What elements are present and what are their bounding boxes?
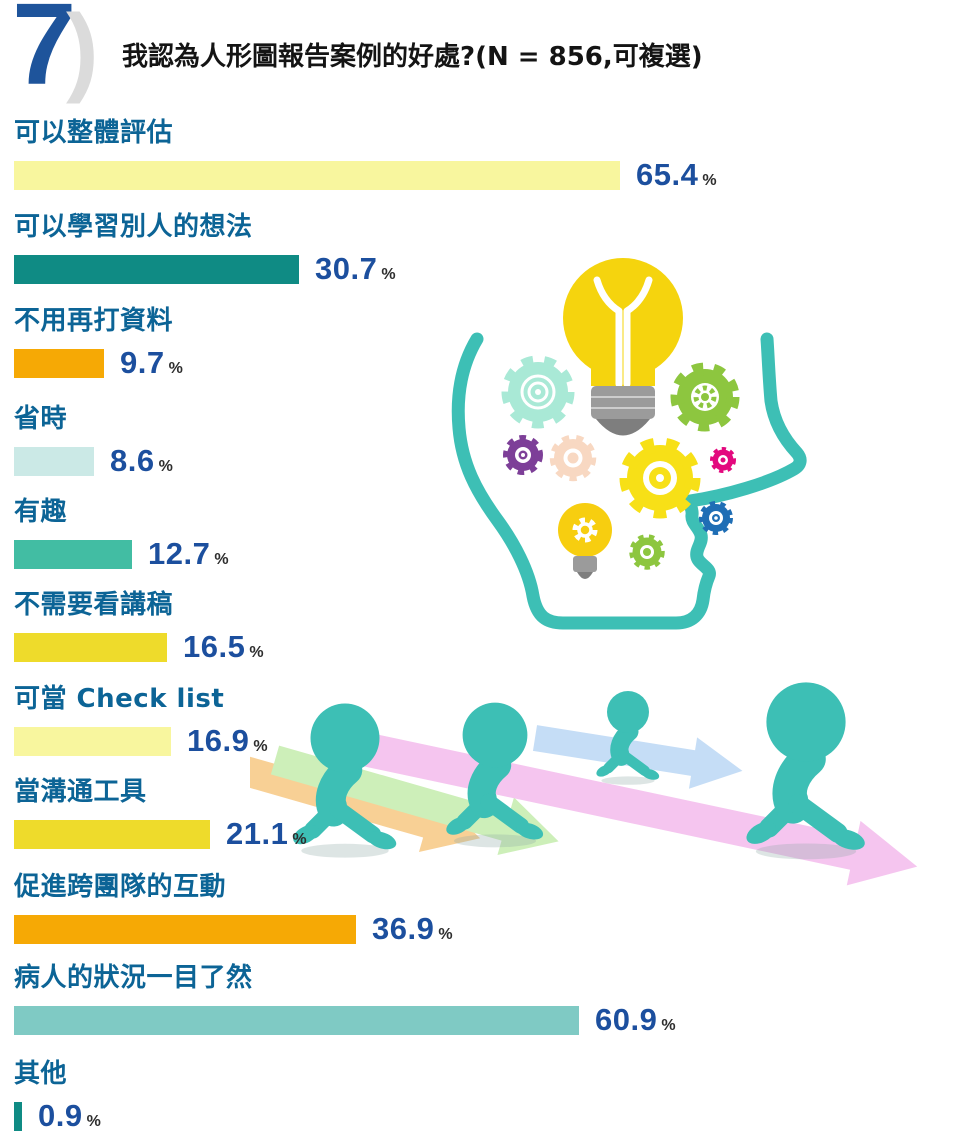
bar-row: 促進跨團隊的互動 36.9% (14, 872, 964, 947)
bar-row: 省時 8.6% (14, 404, 964, 479)
bar (14, 726, 171, 756)
bar-value-group: 21.1% (226, 816, 307, 852)
bar (14, 446, 94, 476)
bar-value: 9.7 (120, 345, 165, 380)
bar-value-group: 30.7% (315, 251, 396, 287)
bar (14, 914, 356, 944)
bar-value: 16.5 (183, 629, 246, 664)
bar-value-group: 36.9% (372, 911, 453, 947)
bar-row: 不用再打資料 9.7% (14, 306, 964, 381)
bar-value-group: 8.6% (110, 443, 173, 479)
percent-sign: % (214, 551, 229, 568)
bar-line: 0.9% (14, 1098, 964, 1134)
bar-label: 省時 (14, 404, 68, 434)
bar-value-group: 12.7% (148, 536, 229, 572)
bar-line: 21.1% (14, 816, 964, 852)
bar-label: 可當 Check list (14, 684, 225, 714)
bar-value: 36.9 (372, 911, 435, 946)
bar-label: 不需要看講稿 (14, 590, 174, 620)
bar-value-group: 65.4% (636, 157, 717, 193)
bar (14, 348, 104, 378)
bar-value-group: 60.9% (595, 1002, 676, 1038)
bar-value: 8.6 (110, 443, 155, 478)
bar-value-group: 16.9% (187, 723, 268, 759)
bar-row: 有趣 12.7% (14, 497, 964, 572)
bar-label: 不用再打資料 (14, 306, 174, 336)
percent-sign: % (438, 926, 453, 943)
bar-label: 可以整體評估 (14, 118, 174, 148)
bar-row: 可當 Check list 16.9% (14, 684, 964, 759)
bar-line: 60.9% (14, 1002, 964, 1038)
bar-line: 8.6% (14, 443, 964, 479)
bar-row: 可以學習別人的想法 30.7% (14, 212, 964, 287)
bar-line: 12.7% (14, 536, 964, 572)
bar-value: 16.9 (187, 723, 250, 758)
bar (14, 539, 132, 569)
percent-sign: % (168, 360, 183, 377)
percent-sign: % (702, 172, 717, 189)
bar (14, 1005, 579, 1035)
bar-value-group: 16.5% (183, 629, 264, 665)
bar-row: 不需要看講稿 16.5% (14, 590, 964, 665)
question-number: 7 (12, 0, 77, 109)
bar-line: 65.4% (14, 157, 964, 193)
bar (14, 160, 620, 190)
bar-label: 促進跨團隊的互動 (14, 872, 227, 902)
percent-sign: % (381, 266, 396, 283)
bar-row: 當溝通工具 21.1% (14, 777, 964, 852)
page-title: 我認為人形圖報告案例的好處?(N = 856,可複選) (122, 42, 703, 72)
bar-line: 9.7% (14, 345, 964, 381)
bar-value: 60.9 (595, 1002, 658, 1037)
bar-value: 21.1 (226, 816, 289, 851)
bar-value: 30.7 (315, 251, 378, 286)
percent-sign: % (253, 738, 268, 755)
bar-row: 可以整體評估 65.4% (14, 118, 964, 193)
bar (14, 819, 210, 849)
bar (14, 632, 167, 662)
bar-label: 有趣 (14, 497, 68, 527)
percent-sign: % (292, 831, 307, 848)
bar-value: 65.4 (636, 157, 699, 192)
bar-label: 當溝通工具 (14, 777, 147, 807)
paren-decoration: ) (66, 0, 99, 104)
bar-line: 30.7% (14, 251, 964, 287)
percent-sign: % (249, 644, 264, 661)
bar-row: 病人的狀況一目了然 60.9% (14, 963, 964, 1038)
bar-row: 其他 0.9% (14, 1059, 964, 1134)
percent-sign: % (661, 1017, 676, 1034)
percent-sign: % (158, 458, 173, 475)
bar-line: 36.9% (14, 911, 964, 947)
bar-value: 0.9 (38, 1098, 83, 1133)
bar-label: 其他 (14, 1059, 68, 1089)
bar (14, 1101, 22, 1131)
bar-value-group: 9.7% (120, 345, 183, 381)
bar-label: 可以學習別人的想法 (14, 212, 253, 242)
bar-label: 病人的狀況一目了然 (14, 963, 253, 993)
bar-value: 12.7 (148, 536, 211, 571)
bar (14, 254, 299, 284)
percent-sign: % (86, 1113, 101, 1130)
bar-line: 16.9% (14, 723, 964, 759)
bar-line: 16.5% (14, 629, 964, 665)
bar-value-group: 0.9% (38, 1098, 101, 1134)
